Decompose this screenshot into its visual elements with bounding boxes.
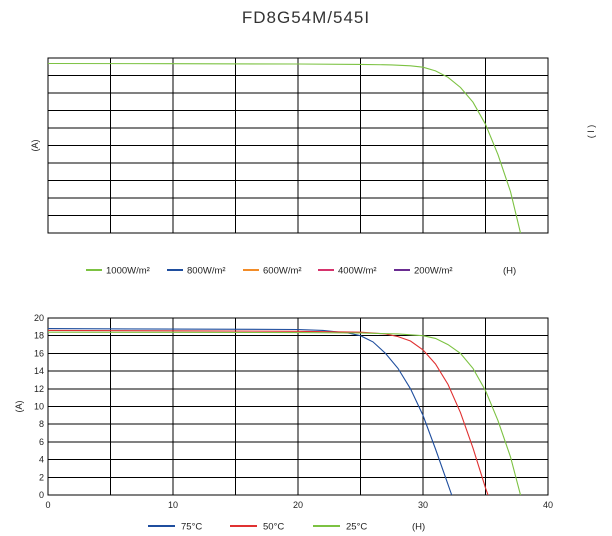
y-axis-label: (A)	[14, 401, 24, 413]
plot-frame	[47, 317, 549, 496]
y-tick-label: 16	[34, 348, 44, 358]
irradiance-legend: 1000W/m² 800W/m² 600W/m² 400W/m² 200W/m² (H)	[86, 266, 516, 277]
legend-label: 200W/m²	[414, 266, 453, 277]
legend-label: 600W/m²	[263, 266, 302, 277]
chart-title: FD8G54M/545I	[241, 8, 371, 27]
y-tick-label: 8	[39, 419, 44, 429]
irradiance-chart: (A) ( I )	[30, 57, 596, 234]
y-tick-label: 6	[39, 437, 44, 447]
x-tick-label: 0	[45, 500, 50, 510]
y-tick-label: 2	[39, 472, 44, 482]
temperature-legend: 75°C 50°C 25°C (H)	[148, 522, 425, 533]
y-axis-label: (A)	[30, 140, 40, 152]
y-tick-label: 14	[34, 366, 44, 376]
y-tick-label: 20	[34, 313, 44, 323]
x-axis-label: (H)	[412, 522, 425, 533]
x-tick-label: 40	[543, 500, 553, 510]
legend-label: 50°C	[263, 522, 284, 533]
y-tick-label: 12	[34, 384, 44, 394]
y-tick-label: 10	[34, 402, 44, 412]
y-tick-label: 0	[39, 490, 44, 500]
right-axis-label: ( I )	[586, 125, 596, 139]
x-axis-label: (H)	[503, 266, 516, 277]
series-line	[47, 62, 522, 234]
series-line	[47, 331, 522, 496]
series-line	[47, 328, 453, 496]
y-tick-label: 18	[34, 331, 44, 341]
temperature-chart: 0 2 4 6 8 10 12 14 16 18 20 0 10 20 30 40 (A)	[14, 313, 553, 510]
legend-label: 1000W/m²	[106, 266, 150, 277]
x-tick-label: 10	[168, 500, 178, 510]
plot-frame	[47, 57, 549, 234]
series-line	[47, 329, 489, 496]
x-tick-label: 30	[418, 500, 428, 510]
legend-label: 800W/m²	[187, 266, 226, 277]
x-tick-label: 20	[293, 500, 303, 510]
legend-label: 25°C	[346, 522, 367, 533]
legend-label: 75°C	[181, 522, 202, 533]
legend-label: 400W/m²	[338, 266, 377, 277]
y-tick-label: 4	[39, 455, 44, 465]
